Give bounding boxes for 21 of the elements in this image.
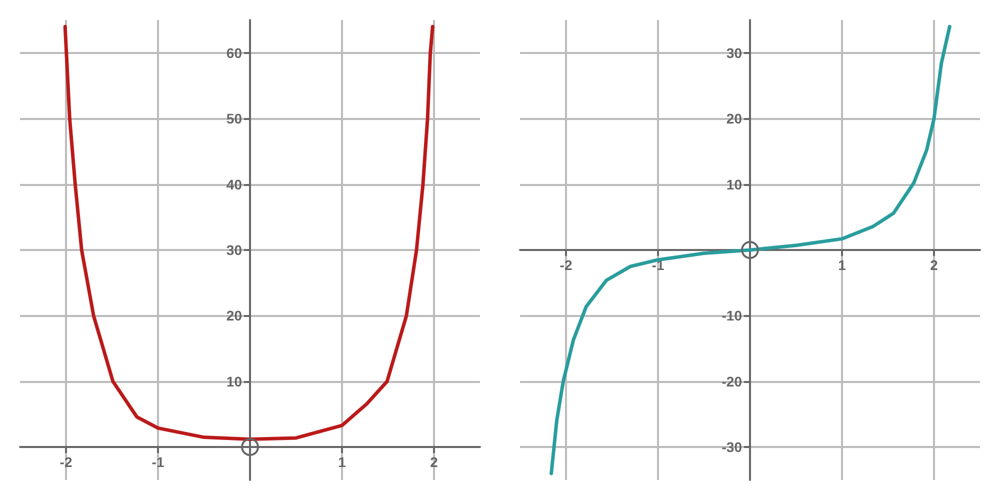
y-tick-label: 40 xyxy=(226,176,242,192)
x-tick-label: -2 xyxy=(60,454,72,470)
x-tick-label: 1 xyxy=(338,454,346,470)
x-tick-label: 2 xyxy=(430,454,438,470)
x-tick-label: -1 xyxy=(152,454,164,470)
y-tick-label: 30 xyxy=(226,242,242,258)
y-tick-label: -10 xyxy=(722,308,742,324)
x-tick-label: 1 xyxy=(838,257,846,273)
x-tick-label: -1 xyxy=(652,257,664,273)
y-tick-label: 10 xyxy=(726,176,742,192)
x-tick-label: -2 xyxy=(560,257,572,273)
y-tick-label: -20 xyxy=(722,373,742,390)
y-tick-label: 10 xyxy=(226,373,242,390)
y-tick-label: 60 xyxy=(226,44,242,61)
y-tick-label: 20 xyxy=(726,110,742,127)
y-tick-label: 50 xyxy=(226,110,242,127)
y-tick-label: 30 xyxy=(726,44,742,61)
y-tick-label: 20 xyxy=(226,308,242,324)
x-tick-label: 2 xyxy=(930,257,938,273)
line-series xyxy=(550,24,952,476)
y-tick-label: -30 xyxy=(722,439,742,456)
